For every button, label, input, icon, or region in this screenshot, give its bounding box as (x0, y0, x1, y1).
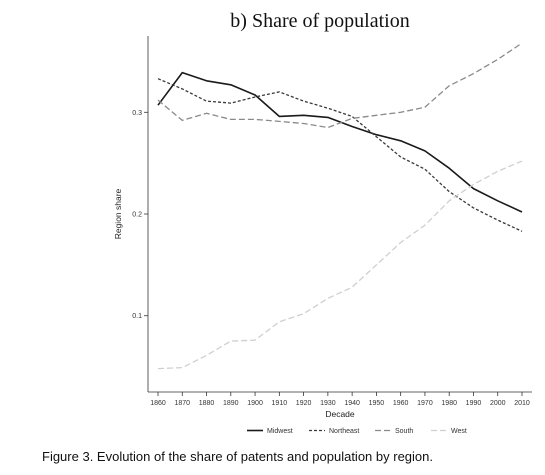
x-tick-label: 1980 (441, 400, 457, 407)
legend-label-midwest: Midwest (267, 428, 293, 435)
legend: Midwest Northeast South West (247, 428, 467, 435)
x-tick-label: 1880 (199, 400, 215, 407)
series-line-northeast (157, 78, 523, 232)
x-tick-label: 1890 (223, 400, 239, 407)
y-axis-label: Region share (113, 188, 123, 239)
series-line-south (157, 42, 523, 129)
series-line-west (157, 160, 523, 370)
legend-label-south: South (395, 428, 413, 435)
legend-label-northeast: Northeast (329, 428, 359, 435)
figure-caption: Figure 3. Evolution of the share of pate… (42, 449, 433, 464)
x-tick-label: 1910 (272, 400, 288, 407)
x-tick-label: 1920 (296, 400, 312, 407)
x-tick-label: 1940 (344, 400, 360, 407)
y-tick-label: 0.3 (132, 110, 142, 117)
x-tick-label: 1930 (320, 400, 336, 407)
x-tick-label: 1990 (466, 400, 482, 407)
x-tick-label: 1950 (369, 400, 385, 407)
series-line-midwest (157, 71, 523, 213)
x-axis-label: Decade (325, 409, 355, 419)
legend-label-west: West (451, 428, 467, 435)
series-lines (157, 42, 523, 370)
y-tick-label: 0.1 (132, 313, 142, 320)
x-tick-label: 2010 (514, 400, 530, 407)
x-tick-label: 1960 (393, 400, 409, 407)
y-tick-label: 0.2 (132, 212, 142, 219)
x-tick-label: 1970 (417, 400, 433, 407)
chart-title: b) Share of population (230, 10, 409, 32)
x-tick-label: 1900 (247, 400, 263, 407)
x-tick-label: 1860 (150, 400, 166, 407)
x-tick-label: 2000 (490, 400, 506, 407)
axes: 0.1 0.2 0.3 1860 1870 1880 1890 1900 1910 1920 193… (132, 36, 532, 407)
x-tick-label: 1870 (174, 400, 190, 407)
